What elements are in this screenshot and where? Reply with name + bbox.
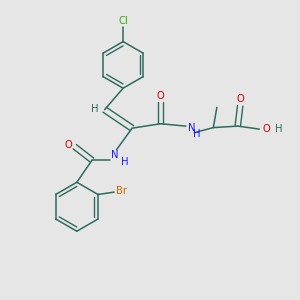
- Text: H: H: [193, 130, 200, 140]
- Text: Br: Br: [116, 186, 127, 196]
- Text: O: O: [262, 124, 270, 134]
- Text: H: H: [275, 124, 282, 134]
- Text: O: O: [237, 94, 245, 104]
- Text: O: O: [157, 91, 164, 101]
- Text: N: N: [188, 123, 196, 133]
- Text: H: H: [91, 104, 99, 114]
- Text: Cl: Cl: [118, 16, 128, 26]
- Text: H: H: [121, 157, 129, 166]
- Text: N: N: [111, 150, 119, 160]
- Text: O: O: [64, 140, 72, 150]
